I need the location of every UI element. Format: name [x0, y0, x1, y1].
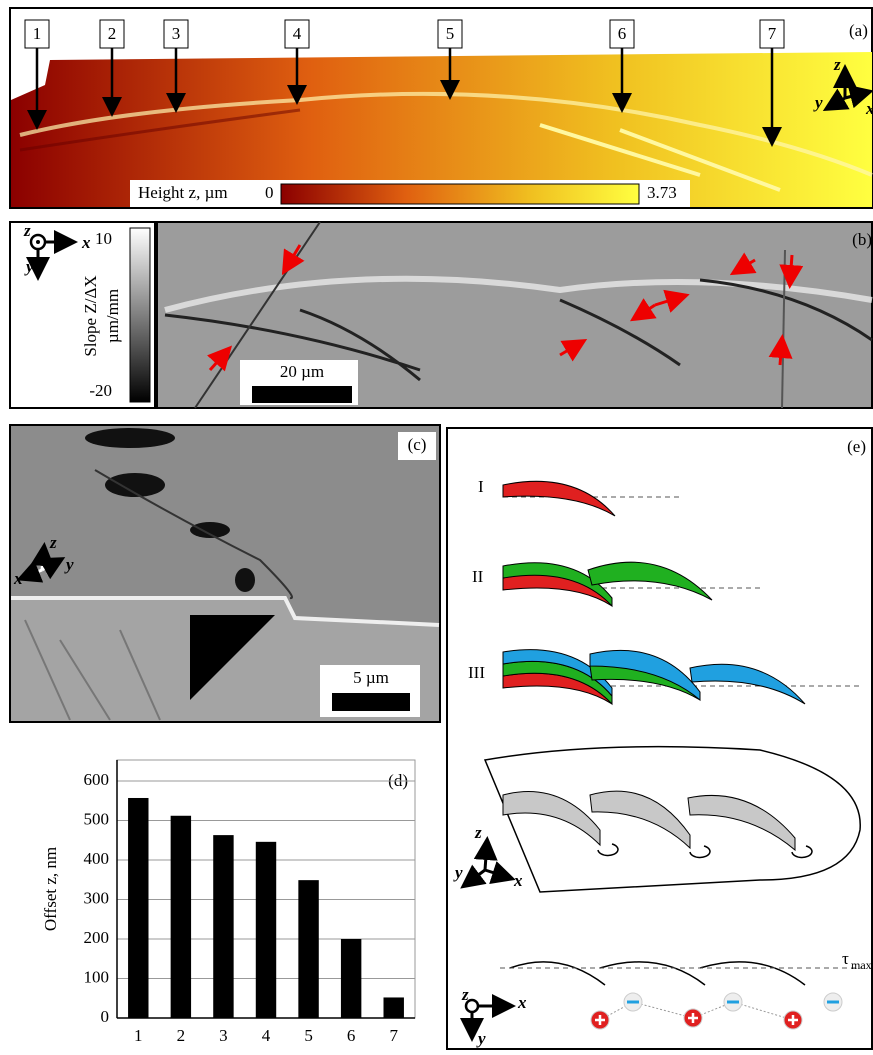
- stage-label: I: [478, 477, 484, 496]
- stage-label: II: [472, 567, 484, 586]
- stage-label: III: [468, 663, 485, 682]
- marker-label: 7: [768, 24, 777, 43]
- colorbar-min: 0: [265, 183, 274, 202]
- bar: [213, 835, 233, 1018]
- panel-c: (c) 5 µm z x y: [10, 425, 440, 722]
- panel-e: (e) I II III z y x τ max z x y: [447, 428, 872, 1049]
- panel-d: (d) Offset z, nm 0 100 200 300 400 500 600 1 2 3 4…: [41, 760, 415, 1045]
- marker-label: 2: [108, 24, 117, 43]
- axis-letter: y: [813, 93, 823, 112]
- axis-letter: z: [474, 823, 482, 842]
- marker-label: 5: [446, 24, 455, 43]
- panel-label: (b): [852, 230, 872, 249]
- x-tick-label: 1: [134, 1026, 143, 1045]
- axis-letter: z: [23, 221, 31, 240]
- y-tick-label: 600: [84, 770, 110, 789]
- bar: [128, 798, 148, 1018]
- panel-label: (a): [849, 21, 868, 40]
- axis-letter: y: [64, 555, 74, 574]
- panel-label: (e): [847, 437, 866, 456]
- colorbar-title: Slope Z/ΔX: [81, 275, 100, 356]
- bar: [383, 997, 403, 1018]
- axis-letter: z: [461, 985, 469, 1004]
- panel-label: (c): [408, 435, 427, 454]
- panel-b: 10 -20 Slope Z/ΔX µm/mm z x y 20 µm (b): [10, 221, 872, 408]
- bar: [256, 842, 276, 1018]
- x-tick-label: 3: [219, 1026, 228, 1045]
- y-tick-label: 100: [84, 967, 110, 986]
- panel-a: (a) 1 2 3 4 5 6 7 z y x Height z, µm 0 3.73: [10, 8, 873, 208]
- axis-letter: z: [49, 533, 57, 552]
- axis-letter: x: [81, 233, 91, 252]
- colorbar-max: 10: [95, 229, 112, 248]
- colorbar-unit: µm/mm: [103, 289, 122, 343]
- colorbar-max: 3.73: [647, 183, 677, 202]
- tau-symbol: τ: [842, 949, 849, 968]
- scalebar-label: 5 µm: [353, 668, 389, 687]
- colorbar-title: Height z, µm: [138, 183, 228, 202]
- y-axis-title: Offset z, nm: [41, 847, 60, 931]
- panel-label: (d): [388, 771, 408, 790]
- marker-label: 6: [618, 24, 627, 43]
- y-tick-label: 200: [84, 928, 110, 947]
- x-tick-label: 4: [262, 1026, 271, 1045]
- axis-letter: x: [517, 993, 527, 1012]
- tau-subscript: max: [851, 958, 872, 972]
- y-tick-label: 500: [84, 809, 110, 828]
- scalebar-label: 20 µm: [280, 362, 324, 381]
- axis-letter: z: [833, 55, 841, 74]
- figure: (a) 1234567 z y x Height z, µm 0 3.73 10…: [0, 0, 873, 1050]
- marker-label: 1: [33, 24, 42, 43]
- y-tick-label: 300: [84, 888, 110, 907]
- x-tick-label: 7: [389, 1026, 398, 1045]
- y-tick-label: 400: [84, 849, 110, 868]
- bar: [341, 939, 361, 1018]
- marker-label: 4: [293, 24, 302, 43]
- x-tick-label: 2: [177, 1026, 186, 1045]
- y-tick-label: 0: [101, 1007, 110, 1026]
- axis-letter: x: [865, 99, 873, 118]
- axis-letter: y: [24, 257, 34, 276]
- x-tick-label: 5: [304, 1026, 313, 1045]
- bar: [171, 816, 191, 1018]
- bar: [298, 880, 318, 1018]
- axis-letter: y: [453, 863, 463, 882]
- axis-letter: x: [513, 871, 523, 890]
- axis-letter: x: [13, 569, 23, 588]
- marker-label: 3: [172, 24, 181, 43]
- x-tick-label: 6: [347, 1026, 356, 1045]
- axis-letter: y: [476, 1029, 486, 1048]
- colorbar-min: -20: [89, 381, 112, 400]
